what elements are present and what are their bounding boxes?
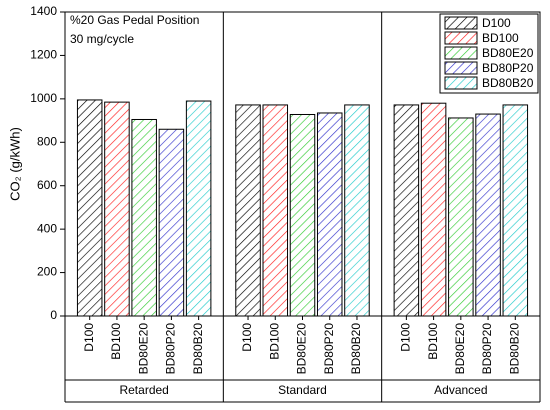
group-label: Retarded [119,383,168,397]
bar [316,112,343,317]
x-tick-label: BD80E20 [453,323,467,375]
y-tick-label: 1000 [30,91,57,105]
x-tick-label: D100 [82,323,96,352]
y-tick-label: 1400 [30,4,57,18]
annotation: %20 Gas Pedal Position [70,13,199,27]
group-label: Standard [278,383,327,397]
x-tick-label: BD80E20 [295,323,309,375]
x-tick-label: BD100 [109,323,123,360]
bar [104,101,130,317]
y-tick-label: 1200 [30,48,57,62]
bar [475,113,501,317]
group-label: Advanced [434,383,487,397]
x-tick-label: D100 [399,323,413,352]
legend-label: BD80P20 [482,61,534,75]
bar [235,104,261,317]
x-tick-label: D100 [240,323,254,352]
legend-swatch [444,76,478,90]
bar [502,104,529,317]
legend-swatch [444,31,478,45]
legend-label: BD80E20 [482,46,534,60]
legend-label: BD100 [482,31,519,45]
plot-frame [64,11,541,317]
x-tick-label: BD100 [426,323,440,360]
bar [344,104,370,317]
bar [158,128,185,317]
y-tick-label: 600 [37,178,57,192]
bar [393,104,420,317]
legend-label: BD80B20 [482,76,534,90]
y-tick-label: 0 [50,308,57,322]
legend-swatch [444,46,478,60]
bar [448,117,474,317]
x-tick-label: BD80P20 [480,323,494,375]
bar [262,104,289,317]
x-tick-label: BD80P20 [164,323,178,375]
bar [420,102,447,317]
annotation: 30 mg/cycle [70,32,134,46]
x-tick-label: BD80B20 [349,323,363,375]
x-tick-label: BD80B20 [507,323,521,375]
legend-swatch [444,61,478,75]
y-axis-label: CO₂ (g/kWh) [7,127,22,201]
bar [185,100,212,317]
x-tick-label: BD80B20 [191,323,205,375]
x-tick-label: BD100 [267,323,281,360]
legend-swatch [444,16,478,30]
bar [131,118,157,317]
bar [76,99,103,317]
legend-label: D100 [482,16,511,30]
x-tick-label: BD80P20 [322,323,336,375]
y-tick-label: 200 [37,265,57,279]
bar [289,113,316,317]
y-tick-label: 400 [37,221,57,235]
x-tick-label: BD80E20 [136,323,150,375]
y-tick-label: 800 [37,134,57,148]
